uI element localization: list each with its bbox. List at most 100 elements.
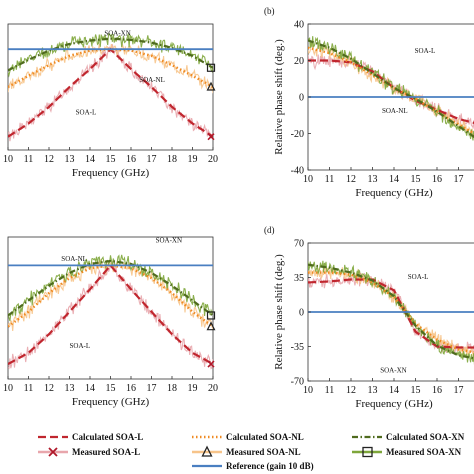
legend-text-meas-l: Measured SOA-L (72, 447, 140, 457)
x-tick-label: 14 (389, 385, 399, 396)
panel-label: (b) (264, 6, 275, 16)
x-tick-label: 16 (432, 385, 442, 396)
y-tick-label: -40 (291, 166, 304, 177)
legend-text-meas-nl: Measured SOA-NL (226, 447, 301, 457)
series-line-calculated-soa-nl (308, 271, 474, 354)
x-tick-label: 13 (368, 385, 378, 396)
x-tick-label: 18 (167, 154, 177, 165)
marker-measured-soa-l (207, 133, 215, 141)
legend-text-calc-l: Calculated SOA-L (72, 432, 143, 442)
series-line-calculated-soa-xn (308, 39, 474, 139)
plot-area (8, 33, 213, 142)
series-line-calculated-soa-xn (8, 259, 213, 317)
legend-text-reference: Reference (gain 10 dB) (226, 461, 314, 471)
x-tick-label: 17 (147, 383, 157, 394)
measured-trace-calculated-soa-l (8, 44, 213, 142)
x-tick-label: 19 (188, 154, 198, 165)
panel-c: 10 11 12 13 14 15 16 17 18 19 20 Frequency (GHz) SOA… (3, 236, 218, 408)
y-tick-label: 70 (294, 239, 304, 250)
x-axis-label: Frequency (GHz) (355, 187, 433, 199)
curve-annotation: SOA-L (408, 273, 429, 281)
measured-trace-calculated-soa-xn (308, 36, 474, 141)
y-axis-label: Relative phase shift (deg.) (273, 39, 285, 155)
measured-trace-calculated-soa-nl (308, 41, 474, 138)
x-tick-label: 11 (24, 383, 34, 394)
x-tick-label: 10 (3, 154, 13, 165)
x-tick-label: 16 (432, 174, 442, 185)
y-tick-label: -20 (291, 129, 304, 140)
x-tick-label: 17 (147, 154, 157, 165)
series-line-calculated-soa-l (308, 59, 474, 124)
y-tick-label: -70 (291, 377, 304, 388)
legend-text-meas-xn: Measured SOA-XN (386, 447, 462, 457)
x-tick-label: 19 (188, 383, 198, 394)
x-tick-label: 15 (106, 383, 116, 394)
series-line-calculated-soa-xn (308, 263, 474, 360)
x-axis-label: Frequency (GHz) (72, 396, 150, 408)
x-tick-label: 14 (85, 383, 95, 394)
plot-frame (7, 23, 214, 151)
y-tick-label: 40 (294, 20, 304, 31)
curve-annotation: SOA-NL (61, 255, 87, 263)
plot-area (308, 260, 474, 366)
x-tick-label: 14 (389, 174, 399, 185)
series-line-calculated-soa-l (8, 263, 213, 366)
curve-annotation: SOA-NL (139, 76, 165, 84)
legend-text-calc-nl: Calculated SOA-NL (226, 432, 304, 442)
measured-trace-calculated-soa-nl (8, 258, 213, 332)
x-tick-label: 12 (44, 154, 54, 165)
legend-marker-meas-soa-xn (362, 446, 373, 458)
marker-measured-soa-xn (206, 311, 216, 320)
x-tick-label: 17 (454, 174, 464, 185)
x-tick-label: 10 (3, 383, 13, 394)
legend: Calculated SOA-L Calculated SOA-NL Calcula… (38, 432, 465, 471)
curve-annotation: SOA-L (70, 342, 91, 350)
x-tick-label: 12 (346, 174, 356, 185)
measured-trace-calculated-soa-l (8, 260, 213, 370)
curve-annotation: SOA-XN (380, 367, 406, 375)
y-axis-label: Relative phase shift (deg.) (273, 254, 285, 370)
legend-marker-meas-soa-nl (201, 445, 213, 457)
y-tick-label: 20 (294, 56, 304, 67)
x-tick-label: 20 (208, 154, 218, 165)
marker-measured-soa-nl (206, 321, 216, 331)
x-tick-label: 15 (106, 154, 116, 165)
x-axis-label: Frequency (GHz) (355, 398, 433, 410)
y-tick-label: 0 (299, 308, 304, 319)
curve-annotation: SOA-XN (104, 29, 130, 37)
legend-text-calc-xn: Calculated SOA-XN (386, 432, 465, 442)
marker-measured-soa-nl (206, 81, 216, 91)
x-tick-label: 13 (65, 154, 75, 165)
x-tick-label: 18 (167, 383, 177, 394)
x-tick-label: 12 (346, 385, 356, 396)
x-tick-label: 16 (126, 383, 136, 394)
x-tick-label: 13 (368, 174, 378, 185)
x-axis-label: Frequency (GHz) (72, 167, 150, 179)
x-tick-label: 20 (208, 383, 218, 394)
legend-marker-meas-soa-l (48, 447, 58, 457)
y-tick-label: 0 (299, 93, 304, 104)
series-line-calculated-soa-l (308, 278, 474, 349)
x-tick-label: 14 (85, 154, 95, 165)
x-tick-label: 12 (44, 383, 54, 394)
curve-annotation: SOA-NL (382, 107, 408, 115)
plot-area (8, 254, 213, 370)
x-tick-label: 17 (454, 385, 464, 396)
y-tick-label: 35 (294, 273, 304, 284)
x-tick-label: 10 (303, 385, 313, 396)
x-tick-label: 13 (65, 383, 75, 394)
panel-a: 10 11 12 13 14 15 16 17 18 19 20 Frequency (GHz) SOA… (3, 23, 218, 179)
x-tick-label: 15 (411, 385, 421, 396)
plot-area (308, 36, 474, 141)
x-tick-label: 11 (325, 385, 335, 396)
curve-annotation: SOA-L (415, 47, 436, 55)
x-tick-label: 15 (411, 174, 421, 185)
panel-label: (d) (264, 225, 275, 235)
curve-annotation: SOA-XN (156, 237, 182, 245)
curve-annotation: SOA-L (76, 109, 97, 117)
y-tick-label: -35 (291, 342, 304, 353)
series-line-calculated-soa-xn (8, 37, 213, 72)
